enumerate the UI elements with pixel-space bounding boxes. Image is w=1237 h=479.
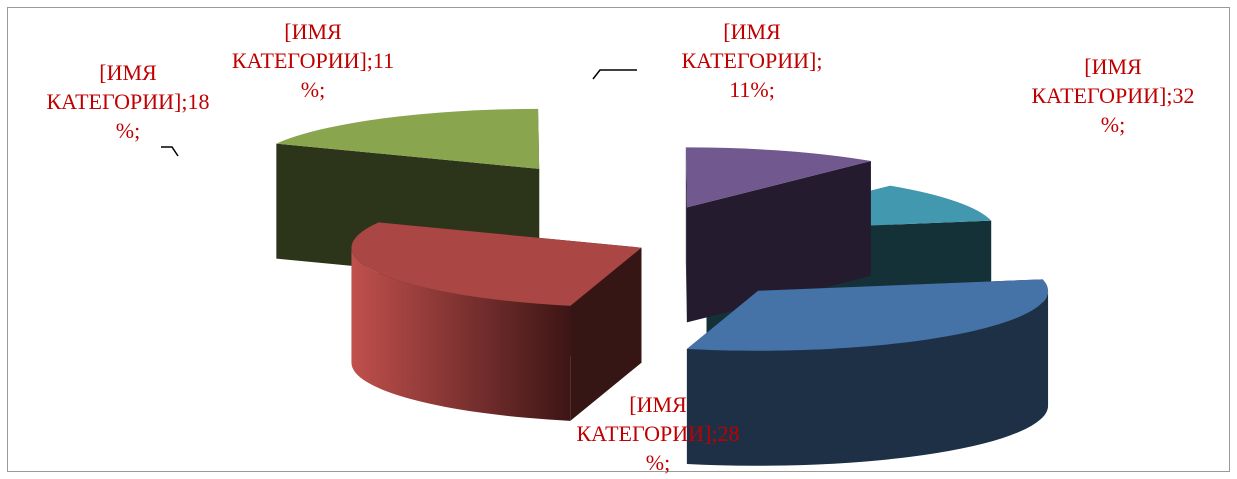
pie-slice-1 bbox=[686, 279, 1049, 466]
leader-line-3 bbox=[161, 146, 179, 157]
pie-slice-2 bbox=[351, 222, 642, 421]
data-label-3: [ИМЯ КАТЕГОРИИ];18%; bbox=[46, 60, 209, 143]
data-label-2: [ИМЯ КАТЕГОРИИ];28%; bbox=[576, 392, 739, 475]
data-label-4: [ИМЯ КАТЕГОРИИ];11%; bbox=[232, 19, 394, 102]
chart-frame bbox=[7, 7, 1230, 472]
pie-slice-4 bbox=[685, 147, 871, 323]
data-label-5: [ИМЯ КАТЕГОРИИ]; 11%; bbox=[681, 19, 822, 102]
data-label-1: [ИМЯ КАТЕГОРИИ];32%; bbox=[1031, 54, 1194, 137]
leader-line-5 bbox=[592, 69, 637, 80]
